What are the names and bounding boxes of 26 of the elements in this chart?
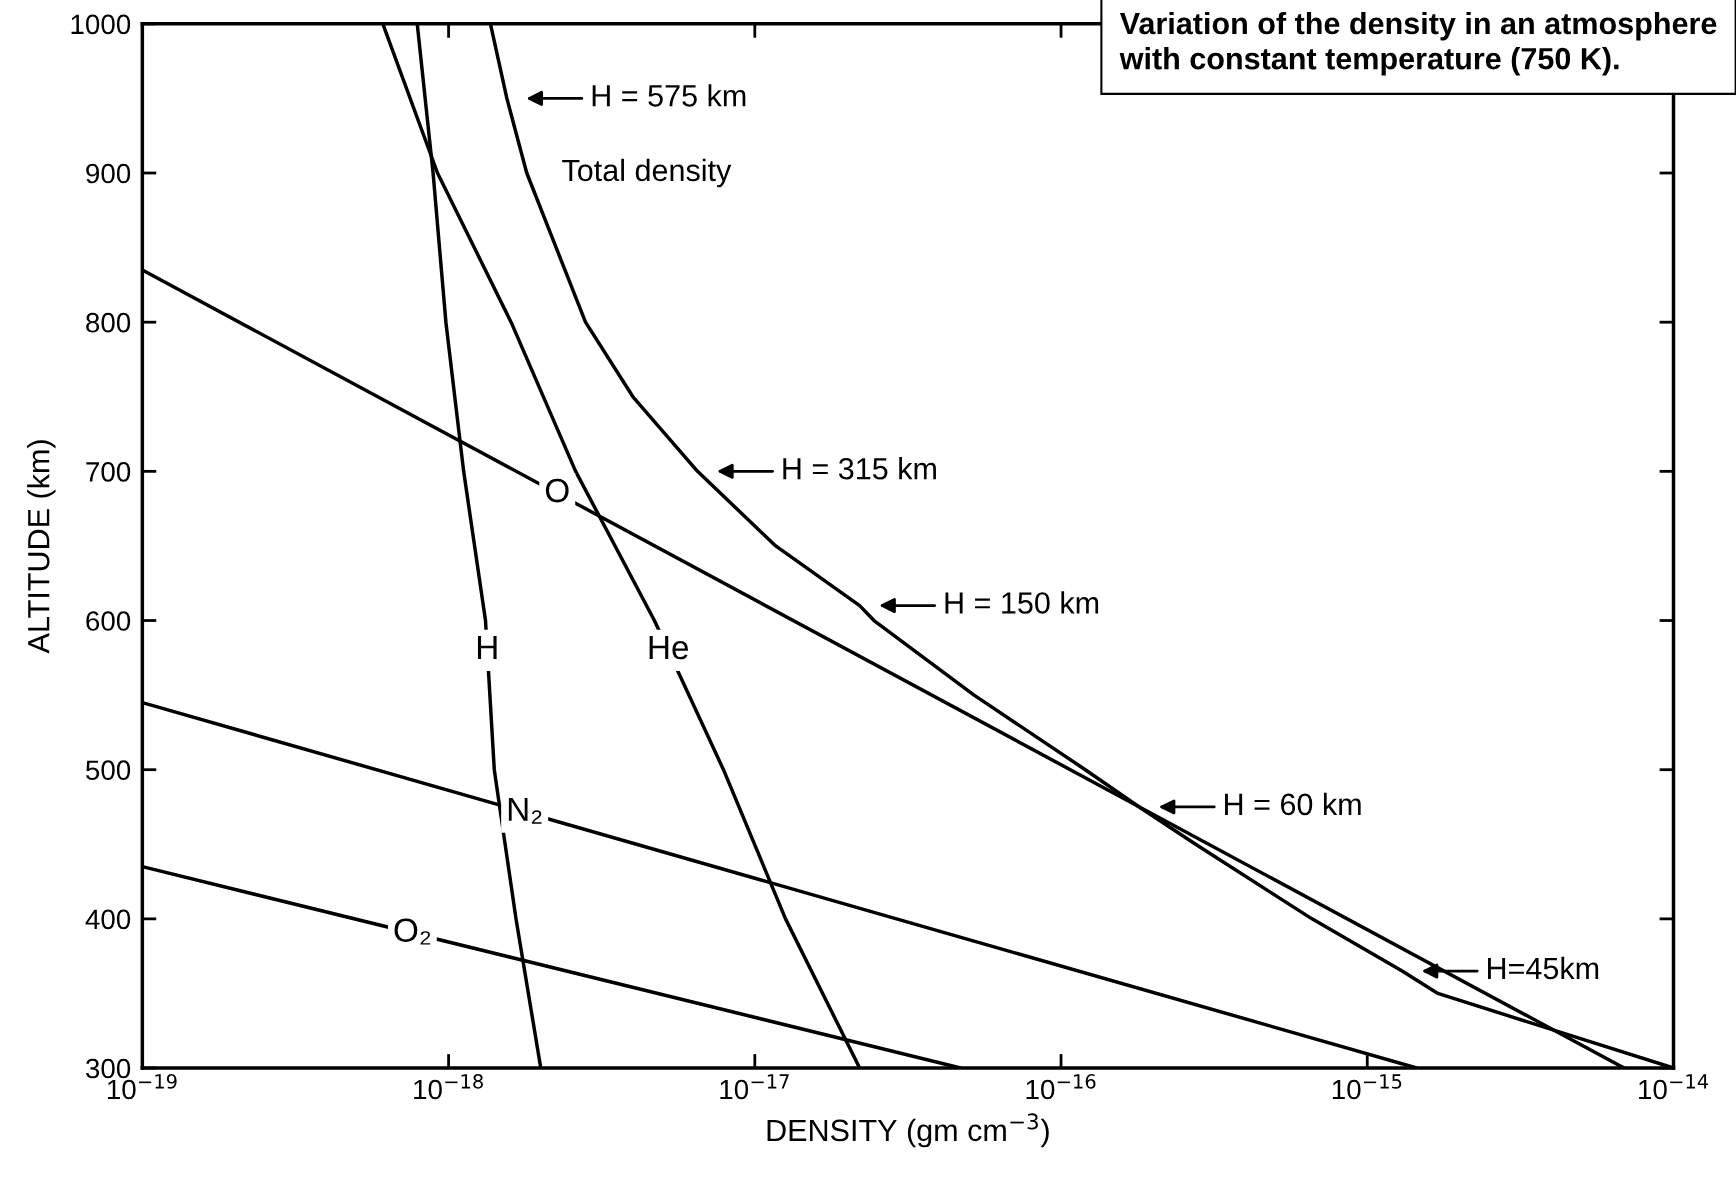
y-tick-label: 1000 <box>71 14 131 35</box>
x-tick-label: 10$^{−18}$ <box>414 1074 483 1100</box>
chart-title: Variation of the density in an atmosphere with constant temperature (750 K). <box>1119 11 1717 76</box>
y-tick-label: 800 <box>86 312 131 333</box>
y-tick-label: 700 <box>86 462 131 482</box>
series-label: Total density <box>562 158 732 188</box>
x-tick-label: 10$^{−15}$ <box>1332 1074 1402 1100</box>
series-label: O₂ <box>394 918 431 945</box>
annotation: H = 60 km <box>1225 792 1361 816</box>
series-label: O <box>545 478 569 503</box>
series-label: N₂ <box>508 797 542 824</box>
x-tick-label: 10$^{−17}$ <box>720 1074 789 1100</box>
y-tick-label: 600 <box>86 611 131 631</box>
x-axis-title: DENSITY (gm cm$^{−3}$) <box>767 1113 1049 1148</box>
y-tick-label: 500 <box>86 760 131 781</box>
annotation: H = 150 km <box>945 591 1099 614</box>
y-tick-label: 900 <box>86 163 131 184</box>
annotation: H = 575 km <box>592 84 746 107</box>
y-axis-title: ALTITUDE (km) <box>27 440 56 654</box>
annotation: H=45km <box>1488 956 1599 980</box>
series-label: H <box>477 636 497 659</box>
annotation: H = 315 km <box>783 457 936 480</box>
y-tick-label: 400 <box>85 909 131 930</box>
x-tick-label: 10$^{−16}$ <box>1026 1074 1096 1100</box>
series-label: He <box>649 636 689 660</box>
x-tick-label: 10$^{−14}$ <box>1639 1074 1709 1100</box>
